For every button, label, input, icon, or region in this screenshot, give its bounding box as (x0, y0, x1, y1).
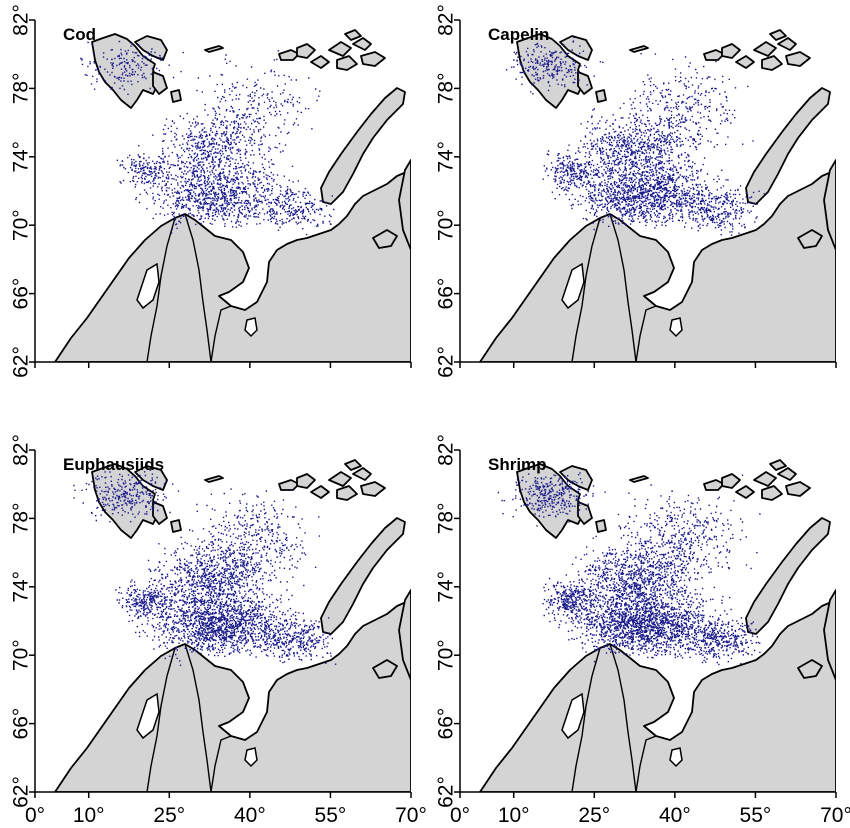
y-tick-label: 82° (10, 434, 33, 466)
y-tick-label: 70° (10, 639, 33, 671)
y-tick-label: 82° (435, 4, 458, 36)
panel-title: Euphausiids (63, 455, 164, 474)
x-tick-label: 25° (153, 804, 185, 827)
survey-points (73, 469, 337, 666)
survey-points (497, 472, 761, 666)
panel-cod: 62° 66° 70° 74° 78° 82° Cod (10, 4, 412, 378)
panel-title: Shrimp (488, 455, 547, 474)
y-tick-label: 70° (435, 639, 458, 671)
y-tick-label: 74° (435, 141, 458, 173)
panel-title: Cod (63, 25, 96, 44)
y-tick-label: 62° (10, 776, 33, 808)
y-tick-label: 62° (10, 346, 33, 378)
y-tick-label: 78° (10, 73, 33, 105)
y-tick-label: 62° (435, 346, 458, 378)
y-tick-label: 74° (435, 571, 458, 603)
x-tick-label: 70° (820, 804, 850, 827)
x-tick-label: 0° (450, 804, 470, 827)
y-tick-label: 78° (10, 503, 33, 535)
panel-title: Capelin (488, 25, 549, 44)
y-tick-label: 78° (435, 503, 458, 535)
panel-capelin: 62° 66° 70° 74° 78° 82° Capelin (435, 4, 837, 378)
x-tick-label: 25° (578, 804, 610, 827)
panel-euphausiids: 62° 66° 70° 74° 78° 82° 0° 10° 25° 40° 55° 70° Eupha… (10, 434, 427, 827)
y-tick-label: 70° (10, 209, 33, 241)
y-tick-label: 82° (10, 4, 33, 36)
x-tick-label: 0° (25, 804, 45, 827)
y-tick-label: 70° (435, 209, 458, 241)
y-tick-label: 78° (435, 73, 458, 105)
x-tick-label: 55° (740, 804, 772, 827)
panel-shrimp: 62° 66° 70° 74° 78° 82° 0° 10° 25° 40° 55° 70° Shrim… (435, 434, 850, 827)
x-tick-label: 40° (234, 804, 266, 827)
x-tick-label: 10° (498, 804, 530, 827)
survey-points (505, 36, 765, 236)
y-tick-label: 66° (435, 708, 458, 740)
y-tick-label: 66° (10, 278, 33, 310)
x-tick-label: 40° (659, 804, 691, 827)
y-tick-label: 82° (435, 434, 458, 466)
x-tick-label: 70° (395, 804, 427, 827)
y-tick-label: 66° (10, 708, 33, 740)
y-tick-label: 66° (435, 278, 458, 310)
y-tick-label: 74° (10, 571, 33, 603)
y-tick-label: 62° (435, 776, 458, 808)
y-tick-label: 74° (10, 141, 33, 173)
x-tick-label: 55° (315, 804, 347, 827)
x-tick-label: 10° (73, 804, 105, 827)
